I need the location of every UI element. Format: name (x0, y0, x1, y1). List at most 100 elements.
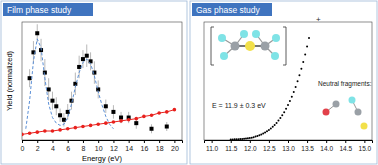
x-tick-mark (269, 140, 270, 143)
x-tick: 2 (36, 140, 40, 152)
data-point (104, 104, 108, 108)
x-axis-title: Energy (eV) (82, 154, 123, 163)
data-point (81, 125, 85, 129)
series-line (22, 110, 174, 135)
data-point (134, 117, 138, 121)
data-point (66, 110, 70, 114)
x-tick-label: 8 (81, 145, 85, 152)
data-point (35, 130, 39, 134)
x-tick: 0 (21, 140, 25, 152)
x-tick: 14.5 (339, 140, 352, 152)
x-tick-mark (326, 140, 327, 143)
x-tick-label: 10 (95, 145, 103, 152)
data-point (264, 131, 266, 133)
data-point (260, 133, 262, 135)
x-tick-label: 11.0 (206, 145, 219, 152)
x-tick-label: 14.5 (339, 145, 352, 152)
data-point (150, 127, 154, 131)
x-tick-mark (83, 140, 84, 143)
data-point (51, 129, 55, 133)
x-tick: 8 (81, 140, 85, 152)
x-tick-label: 14.0 (320, 145, 333, 152)
data-point (270, 127, 272, 129)
header-box (192, 3, 272, 16)
data-point (268, 129, 270, 131)
data-point (232, 138, 234, 140)
x-tick-mark (113, 140, 114, 143)
data-point (81, 57, 85, 61)
data-point (241, 138, 243, 140)
data-point (293, 91, 295, 93)
x-tick: 16 (141, 140, 149, 152)
x-tick-label: 2 (36, 145, 40, 152)
x-tick-mark (307, 140, 308, 143)
x-tick: 13.0 (282, 140, 295, 152)
data-point (22, 133, 24, 137)
x-tick-label: 0 (21, 145, 25, 152)
x-tick-label: 18 (156, 145, 164, 152)
data-point (300, 68, 302, 70)
fragment-icons (323, 97, 368, 130)
x-tick-mark (212, 140, 213, 143)
data-point (119, 116, 123, 120)
data-point (272, 126, 274, 128)
data-point (89, 59, 93, 63)
x-tick-mark (288, 140, 289, 143)
x-tick: 6 (66, 140, 70, 152)
data-point (245, 138, 247, 140)
data-point (249, 137, 251, 139)
data-point (66, 127, 70, 131)
panel-border (190, 1, 377, 164)
data-point (253, 136, 255, 138)
data-point (157, 111, 161, 115)
x-tick-mark (22, 140, 23, 143)
x-tick-label: 20 (171, 145, 179, 152)
x-tick: 12 (110, 140, 118, 152)
data-point (58, 128, 62, 132)
data-point (127, 118, 131, 122)
annotation: Neutral fragments: (318, 80, 372, 88)
data-point (304, 53, 306, 55)
series-line (26, 39, 114, 129)
data-point (165, 110, 169, 114)
annotation: + (316, 15, 321, 24)
data-point (306, 46, 308, 48)
x-tick-mark (52, 140, 53, 143)
x-tick-label: 11.5 (225, 145, 238, 152)
x-tick-label: 13.0 (282, 145, 295, 152)
data-point (243, 138, 245, 140)
x-tick-mark (231, 140, 232, 143)
molecule-icon (211, 27, 286, 65)
x-tick-label: 15.0 (359, 145, 372, 152)
data-point (295, 86, 297, 88)
data-point (142, 115, 146, 119)
x-tick: 18 (156, 140, 164, 152)
data-point (150, 113, 154, 117)
data-point (256, 135, 258, 137)
plot-data (230, 37, 310, 140)
data-point (230, 138, 232, 140)
data-point (54, 104, 58, 108)
y-axis-title: Yield (normalized) (5, 50, 14, 111)
data-point (235, 138, 237, 140)
data-point (302, 61, 304, 63)
x-tick-mark (345, 140, 346, 143)
x-tick-label: 12.0 (244, 145, 257, 152)
data-point (308, 37, 310, 39)
data-point (47, 87, 51, 91)
data-point (96, 122, 100, 126)
x-tick-label: 12.5 (263, 145, 276, 152)
panel: Film phase study02468101214161820Energy … (1, 1, 187, 164)
title: Film phase study (7, 5, 72, 15)
x-tick: 11.0 (206, 140, 219, 152)
data-point (277, 120, 279, 122)
x-tick: 10 (95, 140, 103, 152)
x-tick-mark (144, 140, 145, 143)
x-tick-mark (98, 140, 99, 143)
x-axis-line (205, 141, 373, 144)
data-point (85, 54, 89, 58)
x-axis-line (23, 141, 183, 144)
data-point (283, 111, 285, 113)
data-point (247, 137, 249, 139)
x-tick: 13.5 (301, 140, 314, 152)
